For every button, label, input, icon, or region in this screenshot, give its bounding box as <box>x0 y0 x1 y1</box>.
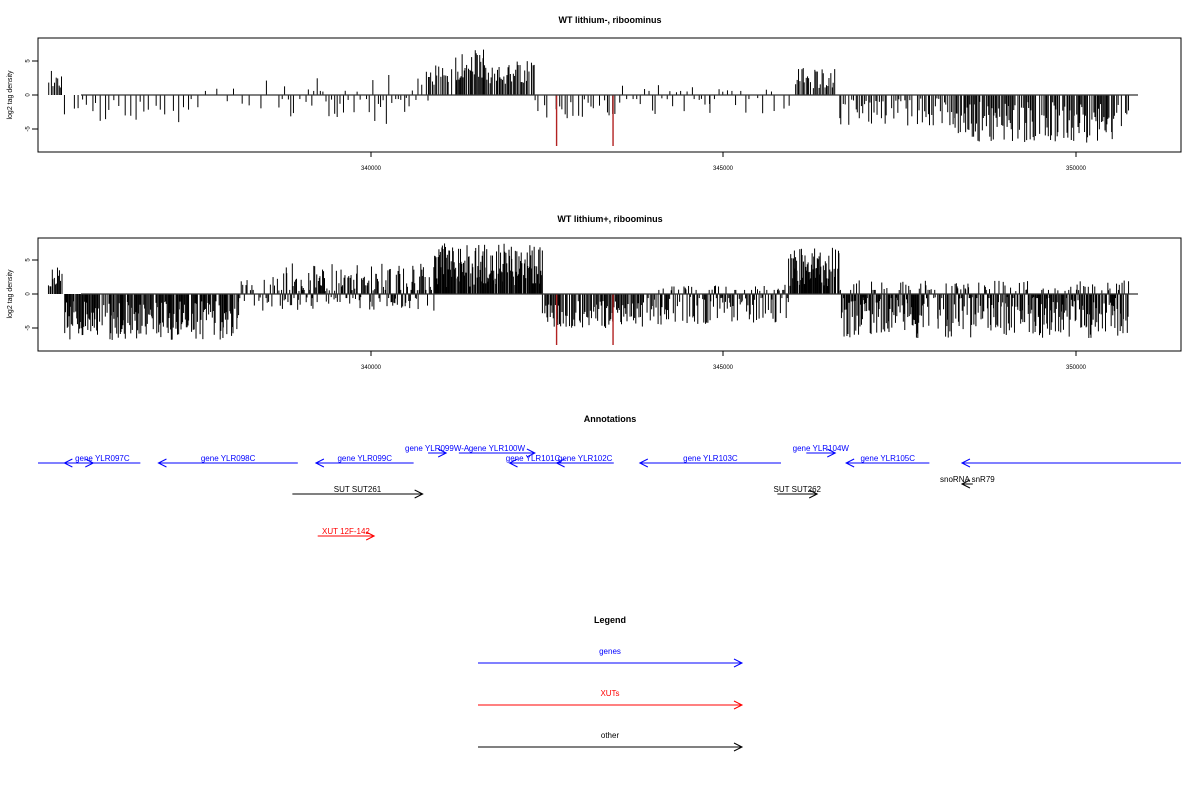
legend-entry: other <box>478 731 744 752</box>
annotation-label: snoRNA snR79 <box>940 475 995 484</box>
annotation-gene: gene YLR100W <box>458 444 536 458</box>
annotation-label: gene YLR100W <box>469 444 526 453</box>
panel2-title: WT lithium+, riboominus <box>557 214 662 224</box>
annotation-label: XUT 12F-142 <box>322 527 370 536</box>
arrow-head <box>960 479 971 489</box>
annotations-panel: Annotations gene YLR097C gene YLR098C gene… <box>38 414 1181 541</box>
panel-lithium-plus: WT lithium+, riboominus 5 0 -5 log2 tag … <box>7 214 1182 371</box>
panel2-y-axis: 5 0 -5 log2 tag density <box>7 258 39 331</box>
arrow-head <box>845 458 855 468</box>
annotation-gene: gene YLR101C <box>506 454 561 468</box>
arrow-head <box>960 458 971 468</box>
legend-label: genes <box>599 647 621 656</box>
arrow-head <box>63 458 73 468</box>
annotation-gene: gene YLR097C <box>63 454 141 468</box>
annotation-other: SUT SUT262 <box>774 485 822 499</box>
annotation-label: gene YLR105C <box>860 454 915 463</box>
legend-title: Legend <box>594 615 626 625</box>
panel1-xtick-label: 345000 <box>713 166 734 172</box>
annotation-gene: gene YLR105C <box>845 454 930 468</box>
legend-label: XUTs <box>600 689 619 698</box>
annotation-label: SUT SUT262 <box>774 485 822 494</box>
panel1-ytick-label: 5 <box>26 59 32 63</box>
arrow-head <box>733 700 744 710</box>
panel2-ylabel: log2 tag density <box>7 269 14 319</box>
arrow-head <box>733 658 744 668</box>
annotation-gene: gene YLR099W-A <box>405 444 470 458</box>
panel2-xtick-label: 350000 <box>1066 365 1087 371</box>
legend-entries: genes XUTs other <box>478 647 744 752</box>
panel2-ytick-label: 5 <box>26 258 32 262</box>
arrow-head <box>808 489 819 499</box>
panel2-xtick-label: 340000 <box>361 365 382 371</box>
annotation-gene: gene YLR099C <box>314 454 414 468</box>
panel-lithium-minus: WT lithium-, riboominus 5 0 -5 log2 tag … <box>7 15 1182 172</box>
legend-entry: genes <box>478 647 744 668</box>
annotation-label: gene YLR097C <box>75 454 130 463</box>
panel1-xtick-label: 350000 <box>1066 166 1087 172</box>
arrow-head <box>733 742 744 752</box>
legend-label: other <box>601 731 620 740</box>
arrow-head <box>827 448 837 458</box>
annotation-label: gene YLR098C <box>201 454 256 463</box>
panel2-x-axis: 340000 345000 350000 <box>361 351 1087 371</box>
annotation-label: gene YLR103C <box>683 454 738 463</box>
annotation-label: SUT SUT261 <box>334 485 382 494</box>
annotation-label: gene YLR102C <box>558 454 613 463</box>
arrow-head <box>437 448 448 458</box>
arrow-head <box>638 458 649 468</box>
panel1-title: WT lithium-, riboominus <box>559 15 662 25</box>
panel1-ylabel: log2 tag density <box>7 70 14 120</box>
annotation-other: SUT SUT261 <box>292 485 424 499</box>
arrow-head <box>365 531 376 541</box>
annotation-gene: gene YLR104W <box>793 444 850 458</box>
annotation-gene <box>960 458 1181 468</box>
annotation-xut: XUT 12F-142 <box>317 527 376 541</box>
panel2-xtick-label: 345000 <box>713 365 734 371</box>
panel1-y-axis: 5 0 -5 log2 tag density <box>7 59 39 132</box>
arrow-head <box>157 458 167 468</box>
annotation-label: gene YLR101C <box>506 454 561 463</box>
annotation-gene: gene YLR102C <box>555 454 614 468</box>
annotation-label: gene YLR104W <box>793 444 850 453</box>
arrow-head <box>314 458 325 468</box>
panel2-bars <box>47 243 1130 345</box>
arrow-head <box>414 489 424 499</box>
legend: Legend genes XUTs other <box>478 615 744 752</box>
annotations-title: Annotations <box>584 414 637 424</box>
panel2-ytick-label: -5 <box>26 325 32 331</box>
annotation-other: snoRNA snR79 <box>940 475 995 489</box>
arrow-head <box>555 458 565 468</box>
panel1-ytick-label: 0 <box>26 93 32 97</box>
annotation-label: gene YLR099C <box>337 454 392 463</box>
arrow-head <box>526 448 536 458</box>
annotation-label: gene YLR099W-A <box>405 444 470 453</box>
panel1-xtick-label: 340000 <box>361 166 382 172</box>
legend-entry: XUTs <box>478 689 744 710</box>
panel1-x-axis: 340000 345000 350000 <box>361 152 1087 172</box>
annotation-gene: gene YLR098C <box>157 454 298 468</box>
panel1-bars <box>48 49 1130 146</box>
arrow-head <box>508 458 518 468</box>
annotation-features: gene YLR097C gene YLR098C gene YLR099C gene… <box>38 444 1181 541</box>
panel1-ytick-label: -5 <box>26 126 32 132</box>
annotation-gene: gene YLR103C <box>638 454 781 468</box>
panel2-ytick-label: 0 <box>26 292 32 296</box>
